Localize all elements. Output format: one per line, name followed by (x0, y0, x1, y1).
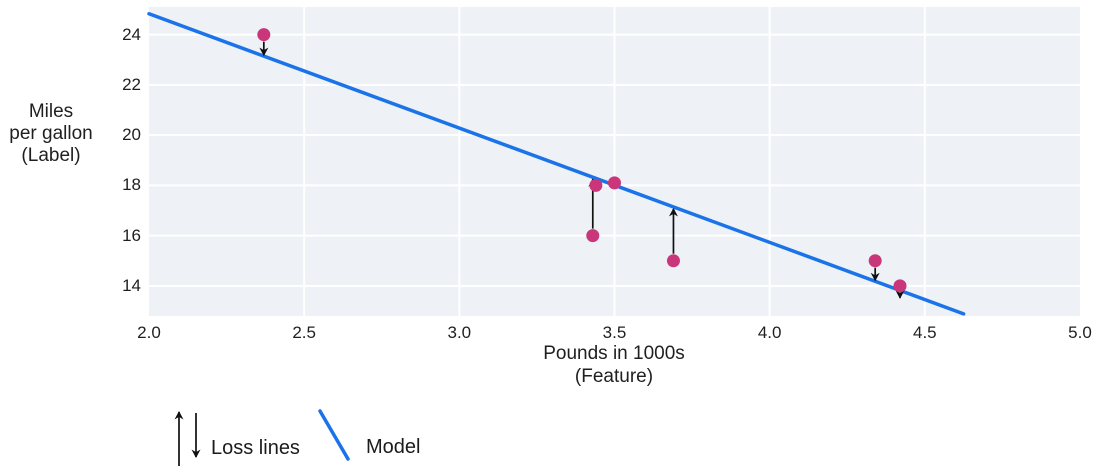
data-point (586, 229, 600, 243)
x-tick-label: 4.0 (757, 323, 782, 342)
y-tick-label: 24 (122, 24, 141, 44)
model-line (147, 12, 966, 316)
data-point (868, 254, 882, 268)
data-point (666, 254, 680, 268)
x-tick-label: 3.0 (447, 323, 472, 342)
legend-loss-lines-label: Loss lines (211, 437, 300, 459)
x-tick-label: 2.5 (292, 323, 316, 342)
data-point (893, 279, 907, 293)
data-point (608, 176, 621, 190)
x-axis-label-line2: (Feature) (574, 366, 654, 387)
x-tick-label: 2.0 (137, 323, 161, 342)
data-point (589, 178, 603, 192)
x-axis-label: Pounds in 1000s (Feature) (464, 342, 764, 388)
x-tick-label: 5.0 (1068, 323, 1092, 342)
y-axis-label-line2: per gallon (9, 123, 93, 144)
y-tick-label: 18 (122, 175, 141, 195)
y-tick-label: 22 (122, 74, 141, 94)
x-axis-label-line1: Pounds in 1000s (543, 343, 685, 364)
x-tick-label: 4.5 (913, 323, 937, 342)
y-tick-label: 20 (122, 125, 141, 145)
legend-model-label: Model (366, 436, 421, 458)
legend-model-line-icon (318, 409, 350, 461)
y-axis-label-line1: Miles (28, 101, 74, 122)
y-tick-label: 16 (122, 225, 141, 245)
y-tick-label: 14 (122, 275, 141, 295)
y-axis-label-line3: (Label) (21, 145, 81, 166)
x-tick-label: 3.5 (602, 323, 627, 342)
data-point (257, 28, 271, 42)
y-axis-label: Miles per gallon (Label) (6, 101, 96, 167)
